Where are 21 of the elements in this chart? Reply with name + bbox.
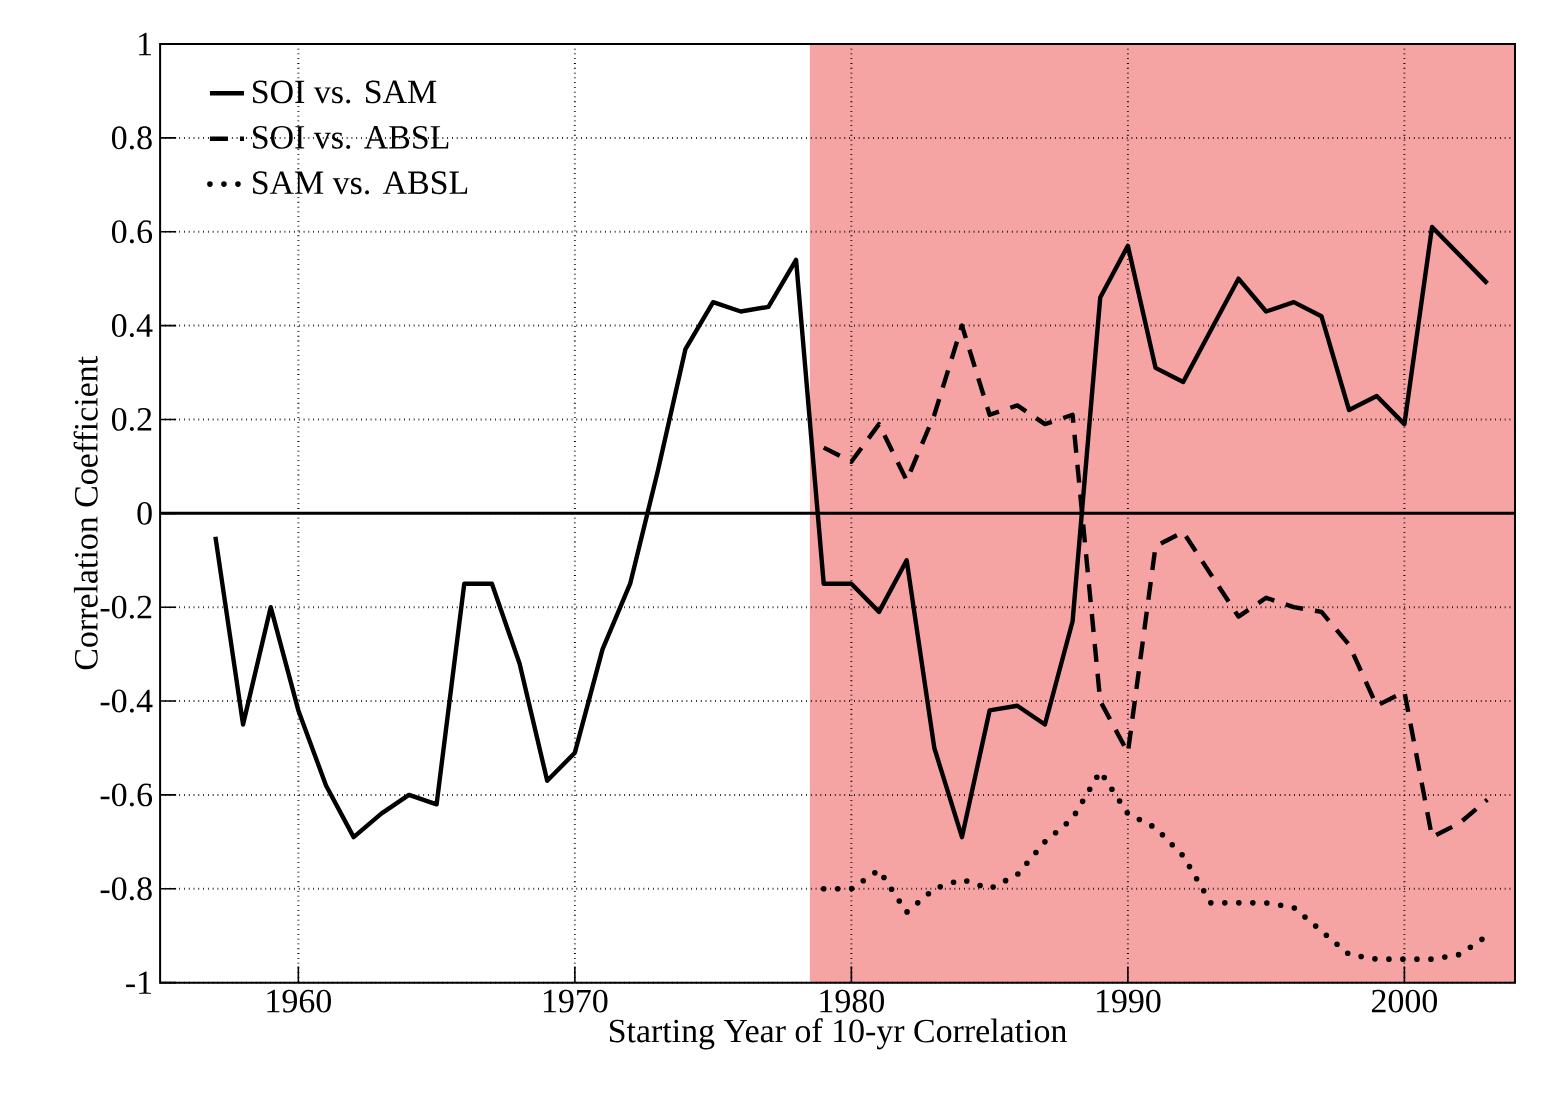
x-tick-label: 1980 (820, 989, 884, 1013)
y-tick-label: 0.8 (111, 126, 152, 150)
y-tick-label: -0.4 (100, 689, 153, 713)
y-tick-label: -0.8 (100, 877, 152, 901)
x-tick-label: 2000 (1371, 989, 1437, 1013)
y-tick-label: -1 (126, 971, 152, 994)
legend-label: SAM vs. ABSL (253, 171, 468, 195)
y-tick-label: 1 (139, 32, 152, 56)
x-tick-label: 1990 (1096, 989, 1161, 1013)
x-axis-title: Starting Year of 10-yr Correlation (609, 1018, 1067, 1050)
y-axis-title: Correlation Coefficient (73, 356, 98, 670)
y-tick-label: -0.6 (100, 783, 153, 807)
y-tick-label: 0.2 (111, 408, 152, 432)
legend-label: SOI vs. SAM (253, 80, 437, 104)
y-tick-label: 0 (137, 502, 152, 525)
y-tick-label: 0.6 (111, 220, 153, 244)
x-tick-label: 1970 (543, 989, 608, 1013)
legend-label: SOI vs. ABSL (253, 126, 449, 150)
y-tick-label: -0.2 (100, 595, 152, 619)
y-tick-label: 0.4 (111, 314, 153, 338)
x-tick-label: 1960 (267, 989, 331, 1013)
